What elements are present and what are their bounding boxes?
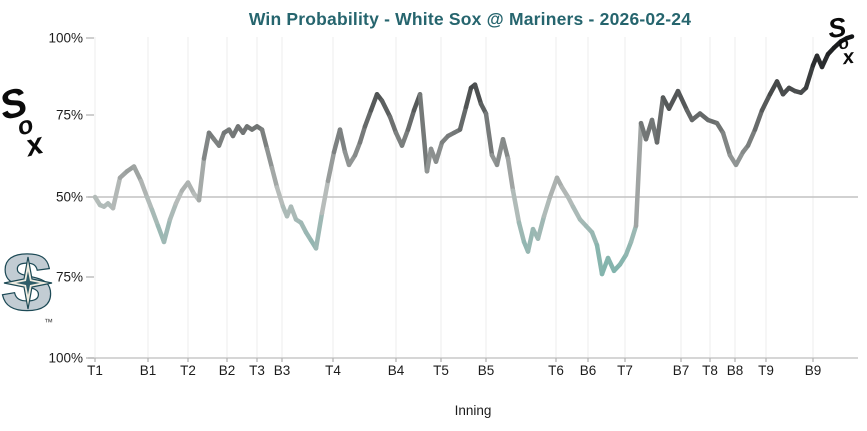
win-probability-line-segment [589,230,600,248]
x-tick-label-b1: B1 [140,363,157,378]
x-tick-label-t7: T7 [617,363,633,378]
compass-rose-icon [3,256,53,310]
x-tick-label-b5: B5 [478,363,495,378]
win-probability-line-segment [803,63,816,91]
y-tick-label: 75% [56,108,83,123]
x-tick-label-t4: T4 [325,363,341,378]
y-tick-label: 100% [48,31,83,46]
win-probability-line-segment [379,98,393,119]
y-tick-label: 50% [56,190,83,205]
win-probability-line-segment [541,194,553,219]
win-probability-line-segment [819,51,831,70]
chart-title: Win Probability - White Sox @ Mariners -… [248,9,692,29]
win-probability-line-segment [196,156,207,203]
win-probability-line-segment [472,82,484,107]
win-probability-line-segment [457,104,469,132]
x-tick-label-b3: B3 [274,363,291,378]
win-probability-line-segment [633,120,644,229]
x-tick-label-t8: T8 [702,363,718,378]
win-probability-line-segment [131,164,144,184]
x-tick-label-b6: B6 [580,363,597,378]
win-probability-line-segment [623,239,634,258]
x-tick-label-b8: B8 [727,363,744,378]
win-probability-line-segment [759,92,773,113]
x-tick-label-t3: T3 [249,363,265,378]
win-probability-line-segment [149,207,161,229]
x-tick-label-t5: T5 [433,363,449,378]
win-probability-line-segment [720,130,733,158]
win-probability-line-segment [325,149,337,184]
win-probability-line-segment [352,140,363,158]
win-probability-line-segment [505,156,516,193]
y-tick-label: 75% [56,270,83,285]
win-probability-line-segment [319,178,331,216]
win-probability-line-segment [264,146,275,171]
win-probability-line-segment [337,127,348,155]
win-probability-line-segment [138,178,150,200]
x-tick-label-b2: B2 [219,363,236,378]
x-tick-label-t2: T2 [180,363,196,378]
win-probability-line-segment [387,114,399,136]
y-tick-label: 100% [48,351,83,366]
win-probability-line-segment [161,217,173,245]
x-tick-label-t6: T6 [548,363,564,378]
white-sox-logo-icon [1,85,53,159]
x-tick-label-b9: B9 [805,363,822,378]
win-probability-line-segment [500,136,511,161]
win-probability-line-segment [628,223,639,245]
win-probability-line-segment [173,188,185,206]
mariners-logo-icon: S ™ [0,241,54,327]
win-probability-line-segment [433,140,445,164]
win-probability-line-segment [399,127,411,148]
win-probability-line-segment [362,108,374,129]
win-probability-line-segment [405,108,417,132]
win-probability-line-segment [752,108,765,132]
win-probability-line [92,34,855,277]
win-probability-line-segment [510,188,522,225]
win-probability-line-segment [525,226,536,254]
win-probability-line-segment [516,220,527,245]
x-tick-label-t1: T1 [87,363,103,378]
win-probability-line-segment [313,210,325,251]
win-probability-line-segment [417,92,430,174]
win-probability-line-segment [368,92,380,113]
win-probability-line-segment [675,88,690,113]
x-tick-label-b4: B4 [388,363,405,378]
win-probability-line-segment [733,149,746,168]
x-axis-label: Inning [454,403,492,418]
win-probability-line-segment [570,204,583,222]
win-probability-line-segment [288,204,299,222]
win-probability-line-segment [594,242,605,277]
win-probability-line-segment [274,185,286,209]
win-probability-line-segment [167,201,179,222]
x-tick-label-b7: B7 [673,363,690,378]
win-probability-line-segment [269,165,280,190]
white-sox-endpoint-logo-icon [822,14,867,68]
win-probability-line-segment [547,175,560,200]
win-probability-line-segment [483,111,495,158]
win-probability-line-segment [535,214,547,241]
win-probability-line-segment [216,130,227,148]
win-probability-line-segment [144,194,155,213]
win-probability-line-segment [259,127,270,152]
win-probability-line-segment [201,130,212,161]
x-tick-label-t9: T9 [758,363,774,378]
win-probability-line-segment [110,175,123,211]
win-probability-line-segment [745,127,758,148]
win-probability-line-segment [654,95,666,145]
trademark-symbol: ™ [44,317,53,327]
win-probability-line-segment [666,88,681,111]
win-probability-line-segment [463,85,474,110]
win-probability-line-segment [357,124,368,145]
